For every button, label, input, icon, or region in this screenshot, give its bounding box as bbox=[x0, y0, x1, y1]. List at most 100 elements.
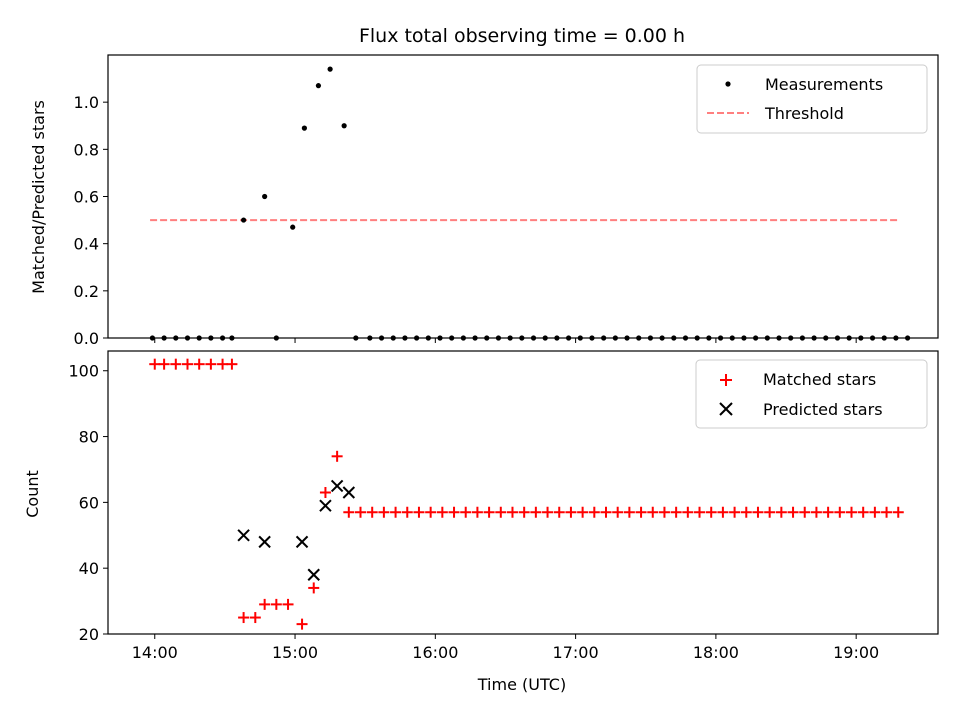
measurement-point bbox=[341, 123, 347, 129]
measurement-point bbox=[315, 83, 322, 89]
y-tick-label: 100 bbox=[68, 362, 99, 381]
predicted-star-point bbox=[319, 499, 332, 512]
matched-star-point bbox=[530, 506, 542, 518]
legend-measurements-label: Measurements bbox=[765, 75, 883, 94]
matched-star-point bbox=[282, 598, 294, 610]
matched-star-point bbox=[308, 582, 320, 594]
legend-measurements-marker bbox=[725, 81, 731, 87]
matched-star-point bbox=[682, 506, 694, 518]
bottom-plot-area: 20 40 60 80 100 14:00 15:00 16:00 17:00 18:00 19:0… bbox=[68, 358, 904, 662]
predicted-star-point bbox=[258, 535, 271, 549]
matched-star-point bbox=[565, 506, 577, 518]
matched-star-point bbox=[553, 506, 565, 518]
matched-star-point bbox=[193, 358, 205, 370]
measurement-point bbox=[241, 217, 247, 223]
matched-star-point bbox=[259, 598, 271, 610]
x-tick-label: 17:00 bbox=[553, 643, 599, 662]
y-tick-label: 0.0 bbox=[74, 329, 99, 348]
matched-star-point bbox=[542, 506, 554, 518]
predicted-star-point bbox=[330, 479, 344, 493]
y-tick-label: 60 bbox=[79, 493, 99, 512]
matched-star-point bbox=[436, 506, 448, 518]
matched-star-point bbox=[331, 450, 343, 462]
y-tick-label: 1.0 bbox=[74, 93, 99, 112]
matched-star-point bbox=[181, 358, 193, 370]
measurement-point bbox=[327, 66, 333, 72]
matched-star-point bbox=[869, 506, 881, 518]
top-axes-frame bbox=[107, 54, 939, 339]
legend-matched-label: Matched stars bbox=[763, 370, 876, 389]
matched-star-point bbox=[495, 506, 507, 518]
matched-star-point bbox=[483, 506, 495, 518]
matched-star-point bbox=[623, 506, 635, 518]
legend-matched-marker bbox=[720, 374, 732, 386]
matched-star-point bbox=[799, 506, 811, 518]
matched-star-point bbox=[658, 506, 670, 518]
y-tick-label: 0.6 bbox=[74, 188, 99, 207]
predicted-star-point bbox=[295, 535, 309, 549]
matched-star-point bbox=[217, 358, 229, 370]
bottom-axes-frame bbox=[107, 350, 939, 635]
matched-star-point bbox=[810, 506, 822, 518]
matched-star-point bbox=[600, 506, 612, 518]
matched-star-point bbox=[729, 506, 741, 518]
matched-star-point bbox=[881, 506, 893, 518]
matched-star-point bbox=[270, 598, 282, 610]
matched-star-point bbox=[343, 506, 355, 518]
bottom-legend: Matched stars Predicted stars bbox=[695, 359, 928, 429]
matched-star-point bbox=[448, 506, 460, 518]
matched-star-point bbox=[740, 506, 752, 518]
measurement-point bbox=[262, 193, 268, 200]
matched-star-point bbox=[705, 506, 717, 518]
y-tick-label: 80 bbox=[79, 428, 99, 447]
matched-star-point bbox=[401, 506, 413, 518]
matched-star-point bbox=[238, 612, 250, 624]
bottom-panel: Count Time (UTC) 20 40 60 80 100 14:00 15:00 16… bbox=[23, 350, 939, 694]
matched-star-point bbox=[752, 506, 764, 518]
matched-star-point bbox=[378, 506, 390, 518]
matched-star-point bbox=[857, 506, 869, 518]
measurement-point bbox=[290, 224, 296, 230]
matched-star-point bbox=[787, 506, 799, 518]
predicted-star-point bbox=[342, 486, 356, 499]
matched-star-point bbox=[226, 358, 238, 370]
x-axis-label: Time (UTC) bbox=[477, 675, 566, 694]
top-y-axis-label: Matched/Predicted stars bbox=[29, 100, 48, 294]
matched-star-point bbox=[775, 506, 787, 518]
x-tick-label: 16:00 bbox=[412, 643, 458, 662]
matched-star-point bbox=[577, 506, 589, 518]
matched-star-point bbox=[319, 487, 331, 498]
y-tick-label: 40 bbox=[79, 559, 99, 578]
matched-star-point bbox=[518, 506, 530, 518]
y-tick-label: 0.4 bbox=[74, 235, 99, 254]
matched-star-point bbox=[506, 506, 518, 518]
matched-star-point bbox=[366, 506, 378, 518]
matched-star-point bbox=[413, 506, 425, 518]
top-legend-box bbox=[696, 64, 928, 134]
matched-star-point bbox=[588, 506, 600, 518]
x-tick-label: 18:00 bbox=[693, 643, 739, 662]
legend-predicted-label: Predicted stars bbox=[763, 400, 883, 419]
matched-star-point bbox=[460, 506, 472, 518]
top-chart-title: Flux total observing time = 0.00 h bbox=[359, 25, 685, 47]
x-tick-label: 19:00 bbox=[833, 643, 879, 662]
matched-star-point bbox=[249, 612, 261, 624]
matched-star-point bbox=[158, 358, 170, 370]
matched-star-point bbox=[471, 506, 483, 518]
matched-star-point bbox=[834, 506, 846, 518]
bottom-y-axis-label: Count bbox=[23, 470, 42, 518]
matched-star-point bbox=[717, 506, 729, 518]
y-tick-label: 0.2 bbox=[74, 282, 99, 301]
predicted-star-point bbox=[237, 529, 250, 542]
matched-star-point bbox=[296, 618, 308, 630]
matched-star-point bbox=[149, 358, 161, 370]
x-tick-label: 15:00 bbox=[272, 643, 318, 662]
predicted-star-point bbox=[307, 568, 320, 581]
top-panel: Flux total observing time = 0.00 h Match… bbox=[29, 25, 939, 348]
matched-star-point bbox=[670, 506, 682, 518]
matched-star-point bbox=[355, 506, 367, 518]
x-tick-label: 14:00 bbox=[132, 643, 178, 662]
matched-star-point bbox=[764, 506, 776, 518]
matched-star-point bbox=[647, 506, 659, 518]
